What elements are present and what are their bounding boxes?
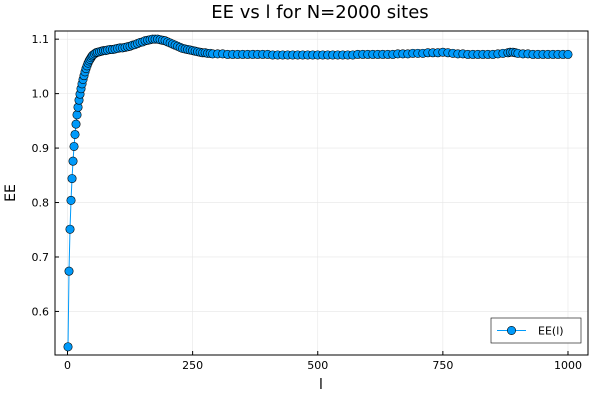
x-axis-label: l xyxy=(319,377,323,393)
legend-label: EE(l) xyxy=(538,325,564,338)
data-point xyxy=(68,156,78,166)
data-point xyxy=(66,195,76,205)
data-point xyxy=(71,119,81,129)
chart-title: EE vs l for N=2000 sites xyxy=(211,2,428,23)
data-point xyxy=(69,141,79,151)
series-layer xyxy=(63,34,573,352)
y-tick-label: 0.6 xyxy=(32,305,50,318)
x-tick-label: 500 xyxy=(307,359,328,372)
y-tick-label: 1.0 xyxy=(32,88,50,101)
x-tick-label: 250 xyxy=(182,359,203,372)
y-tick-label: 0.9 xyxy=(32,142,50,155)
data-point xyxy=(67,174,77,184)
data-point xyxy=(70,129,80,139)
data-point xyxy=(64,266,74,276)
x-tick-label: 750 xyxy=(432,359,453,372)
grid-layer xyxy=(55,31,588,355)
tick-layer: 0 250 500 750 1000 0.6 0.7 0.8 0.9 1.0 1.1 xyxy=(32,33,582,372)
y-tick-label: 0.7 xyxy=(32,251,50,264)
data-point xyxy=(65,224,75,234)
plot-frame xyxy=(54,30,589,356)
x-tick-label: 0 xyxy=(64,359,71,372)
data-point xyxy=(563,49,573,59)
legend: EE(l) xyxy=(490,317,582,344)
y-tick-label: 1.1 xyxy=(32,33,50,46)
y-axis-label: EE xyxy=(3,184,19,202)
data-point xyxy=(63,342,73,352)
y-tick-label: 0.8 xyxy=(32,197,50,210)
legend-marker xyxy=(506,325,516,335)
x-tick-label: 1000 xyxy=(554,359,582,372)
data-point xyxy=(72,110,82,120)
